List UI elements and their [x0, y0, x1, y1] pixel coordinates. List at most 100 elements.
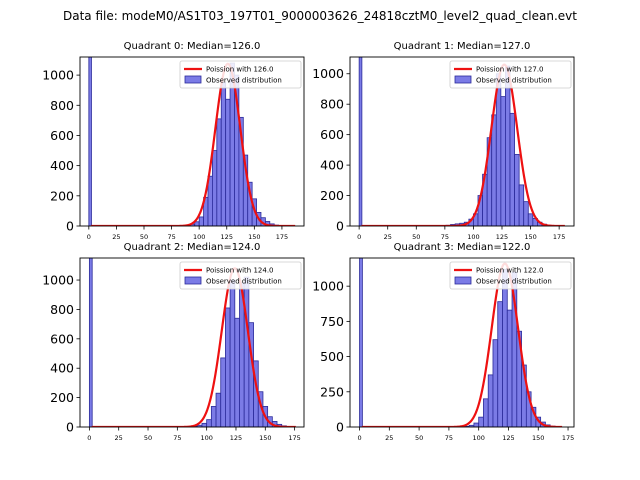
axes-frame: [79, 257, 305, 428]
subplot-title: Quadrant 0: Median=126.0: [124, 41, 261, 52]
legend-bar-label: Observed distribution: [476, 278, 552, 286]
histogram-bar: [527, 213, 534, 226]
quadrant-3-panel: 0 25 50 75 100 125 150 175 0 250 500 750 1000 Quadran…: [312, 242, 575, 442]
x-tick-label: 150: [259, 434, 271, 442]
x-tick-label: 50: [144, 434, 152, 442]
axes-frame: [349, 56, 575, 227]
subplot-title: Quadrant 2: Median=124.0: [124, 242, 261, 253]
histogram-bar: [483, 398, 489, 427]
poisson-curve: [91, 267, 296, 427]
x-tick-label: 125: [221, 233, 233, 241]
x-tick-label: 75: [445, 434, 453, 442]
histogram-bar: [88, 57, 92, 226]
x-tick-label: 75: [167, 233, 175, 241]
x-tick-label: 50: [140, 233, 148, 241]
y-tick-label: 750: [320, 314, 344, 329]
x-tick-label: 0: [87, 233, 91, 241]
histogram-bar: [491, 114, 497, 226]
x-tick-label: 150: [532, 434, 544, 442]
y-tick-label: 400: [320, 158, 344, 173]
y-tick-label: 500: [320, 349, 344, 364]
histogram-bar: [210, 406, 217, 427]
x-tick-label: 0: [357, 233, 361, 241]
subplot-title: Quadrant 3: Median=122.0: [394, 242, 531, 253]
histogram-bar: [225, 98, 231, 226]
histogram-bar: [198, 216, 204, 226]
x-tick-label: 75: [173, 434, 181, 442]
axes-frame: [79, 56, 305, 227]
y-tick-label: 250: [320, 384, 344, 399]
y-tick-label: 800: [50, 98, 74, 113]
histogram-bar: [216, 118, 222, 226]
y-tick-label: 1000: [42, 68, 74, 83]
x-tick-label: 175: [553, 233, 565, 241]
legend-bar-label: Observed distribution: [206, 77, 282, 85]
histogram-bar: [234, 317, 240, 427]
histogram-bar: [492, 339, 499, 427]
histogram-bar: [88, 258, 93, 427]
histogram-bar: [505, 65, 511, 226]
y-tick-label: 0: [336, 420, 344, 435]
histogram-bar: [487, 374, 494, 427]
x-tick-label: 125: [230, 434, 242, 442]
legend: Poission with 127.0 Observed distribution: [449, 60, 572, 89]
legend-line-label: Poission with 127.0: [476, 66, 544, 74]
legend-bar-label: Observed distribution: [206, 278, 282, 286]
legend-box: [179, 60, 302, 89]
histogram-bar: [201, 422, 208, 427]
histogram-bar: [495, 73, 502, 226]
y-tick-label: 0: [336, 219, 344, 234]
histogram-bar: [206, 419, 212, 427]
legend: Poission with 122.0 Observed distribution: [449, 261, 572, 290]
legend-box: [179, 261, 302, 290]
x-tick-label: 175: [562, 434, 574, 442]
quadrant-2-panel: 0 25 50 75 100 125 150 175 0 200 400 600 800 1000 Quad…: [42, 242, 305, 442]
y-tick-label: 0: [66, 219, 74, 234]
legend-bar-swatch: [184, 276, 202, 285]
histogram-bar: [194, 221, 200, 226]
legend: Poission with 124.0 Observed distribution: [179, 261, 302, 290]
legend-line-label: Poission with 126.0: [206, 66, 274, 74]
x-tick-label: 175: [276, 233, 288, 241]
y-tick-label: 200: [320, 188, 344, 203]
legend-bar-label: Observed distribution: [476, 77, 552, 85]
histogram-bar: [514, 154, 520, 226]
y-tick-label: 200: [50, 188, 74, 203]
histogram-bar: [478, 416, 484, 427]
x-tick-label: 150: [248, 233, 260, 241]
histogram-bar: [225, 307, 231, 427]
quadrant-0-panel: 0 25 50 75 100 125 150 175 0 200 400 600 800 1000 Quad…: [42, 41, 305, 241]
x-tick-label: 25: [384, 233, 392, 241]
histogram-bar: [215, 392, 222, 427]
y-tick-label: 600: [50, 128, 74, 143]
x-tick-label: 25: [385, 434, 393, 442]
x-tick-label: 50: [412, 233, 420, 241]
legend-line-label: Poission with 122.0: [476, 267, 544, 275]
poisson-curve: [361, 262, 563, 427]
y-tick-label: 200: [50, 390, 74, 405]
x-tick-label: 0: [357, 434, 361, 442]
histogram-bar: [502, 268, 508, 427]
x-tick-label: 100: [200, 434, 212, 442]
x-tick-label: 75: [441, 233, 449, 241]
y-tick-label: 1000: [312, 279, 344, 294]
quadrant-1-panel: 0 25 50 75 100 125 150 175 0 200 400 600 800 1000 Quad…: [312, 41, 575, 241]
histogram-bar: [229, 279, 236, 427]
figure-title: Data file: modeM0/AS1T03_197T01_90000036…: [63, 9, 577, 23]
histogram-bar: [212, 150, 218, 226]
legend-line-label: Poission with 124.0: [206, 267, 274, 275]
x-tick-label: 175: [288, 434, 300, 442]
y-tick-label: 0: [66, 420, 74, 435]
histogram-bar: [473, 422, 480, 427]
legend-box: [449, 261, 572, 290]
x-tick-label: 25: [112, 233, 120, 241]
histogram-bar: [506, 309, 513, 427]
y-tick-label: 800: [320, 97, 344, 112]
legend-box: [449, 60, 572, 89]
subplot-title: Quadrant 1: Median=127.0: [394, 41, 531, 52]
poisson-curve: [91, 62, 296, 226]
histogram-bar: [500, 96, 506, 226]
x-tick-label: 100: [193, 233, 205, 241]
poisson-curve: [361, 63, 565, 226]
